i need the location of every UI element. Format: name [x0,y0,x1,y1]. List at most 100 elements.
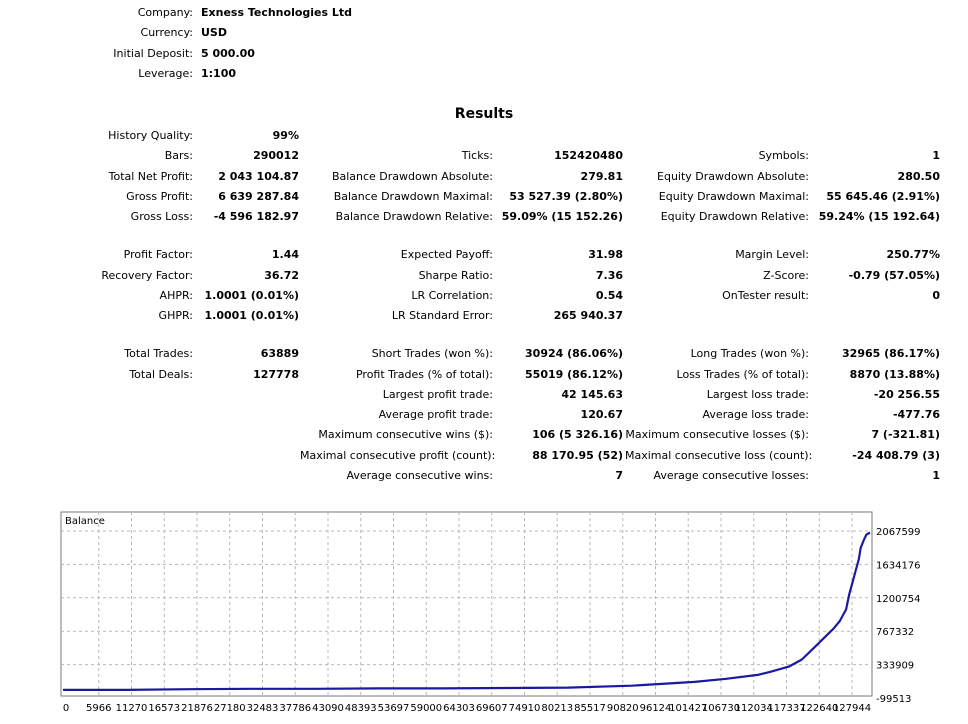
stat-value: 42 145.63 [561,388,623,401]
stat-label: Balance Drawdown Relative: [335,210,493,223]
header-label: Leverage: [138,67,193,80]
stat-value: 36.72 [264,269,299,282]
stat-label: Maximal consecutive profit (count): [300,449,496,462]
y-tick-label: 333909 [876,661,914,672]
stat-value: 0.54 [595,289,623,302]
stat-label: Balance Drawdown Absolute: [331,170,493,183]
stat-label: Expected Payoff: [400,248,493,261]
header-label: Currency: [140,26,193,39]
stat-value: 1.0001 (0.01%) [204,309,300,322]
x-tick-label: 80213 [541,703,573,714]
stat-label: Maximal consecutive loss (count): [625,449,813,462]
x-tick-label: 90820 [607,703,639,714]
header-label: Initial Deposit: [113,47,193,60]
stat-label: Maximum consecutive wins ($): [318,428,493,441]
stat-value: 7 (-321.81) [871,428,940,441]
stat-label: Sharpe Ratio: [418,269,493,282]
x-tick-label: 5966 [86,703,111,714]
stat-value: 250.77% [886,248,940,261]
header-row: Company: Exness Technologies Ltd [0,5,600,21]
x-tick-label: 64303 [443,703,475,714]
stat-label: Total Net Profit: [108,170,193,183]
x-tick-label: 48393 [345,703,377,714]
stat-value: 152420480 [554,149,623,162]
stat-label: OnTester result: [722,289,809,302]
x-tick-label: 96124 [640,703,672,714]
x-tick-label: 43090 [312,703,344,714]
y-tick-label: 767332 [876,627,914,638]
stat-label: Profit Factor: [123,248,193,261]
header-value: 1:100 [201,67,237,80]
stat-value: 265 940.37 [553,309,623,322]
y-tick-label: 2067599 [876,527,921,538]
x-tick-label: 59000 [410,703,442,714]
stat-label: Maximum consecutive losses ($): [625,428,809,441]
stat-value: 6 639 287.84 [218,190,299,203]
stat-value: 59.09% (15 152.26) [501,210,623,223]
x-tick-label: 27180 [214,703,246,714]
stat-value: 63889 [260,347,299,360]
results-title: Results [454,106,514,122]
header-row: Currency: USD [0,25,600,41]
stat-label: LR Correlation: [411,289,493,302]
header-row: Leverage: 1:100 [0,66,600,82]
stat-value: 120.67 [580,408,623,421]
stat-label: Gross Loss: [130,210,193,223]
stat-label: Profit Trades (% of total): [355,368,493,381]
header-value: USD [201,26,227,39]
stat-value: -4 596 182.97 [213,210,299,223]
stat-value: 1.44 [271,248,299,261]
stat-value: 8870 (13.88%) [849,368,940,381]
x-tick-label: 74910 [509,703,541,714]
x-tick-label: 21876 [181,703,213,714]
stat-value: 1 [932,469,940,482]
x-tick-label: 16573 [148,703,180,714]
x-tick-label: 122640 [800,703,838,714]
stat-value: 280.50 [897,170,940,183]
x-tick-label: 85517 [574,703,606,714]
stat-label: Average consecutive losses: [653,469,809,482]
stat-label: Loss Trades (% of total): [676,368,809,381]
stat-label: Equity Drawdown Relative: [660,210,809,223]
x-tick-label: 32483 [247,703,279,714]
stat-label: Equity Drawdown Maximal: [658,190,809,203]
x-tick-label: 117337 [767,703,805,714]
stat-value: 31.98 [588,248,623,261]
stat-value: 279.81 [580,170,623,183]
header-value: Exness Technologies Ltd [201,6,353,19]
stat-value: 7.36 [595,269,623,282]
stat-label: Total Trades: [124,347,193,360]
stat-label: Z-Score: [763,269,809,282]
stat-value: -24 408.79 (3) [852,449,940,462]
stat-value: 32965 (86.17%) [842,347,940,360]
x-tick-label: 101427 [669,703,707,714]
stat-label: AHPR: [159,289,193,302]
y-tick-label: -99513 [876,694,911,705]
balance-line [63,531,871,691]
stat-label: Average loss trade: [702,408,809,421]
y-tick-label: 1200754 [876,594,921,605]
chart-title: Balance [65,516,105,527]
stat-label: Largest loss trade: [706,388,809,401]
plot-area [60,511,873,697]
y-tick-label: 1634176 [876,560,921,571]
stat-value: 1 [932,149,940,162]
balance-chart: 2067599 1634176 1200754 767332 333909 -99513 0… [60,511,921,714]
stat-label: Short Trades (won %): [371,347,493,360]
stat-value: -477.76 [892,408,940,421]
stat-value: 30924 (86.06%) [525,347,623,360]
stat-value: 59.24% (15 192.64) [818,210,940,223]
x-tick-label: 0 [63,703,69,714]
stat-label: Total Deals: [129,368,193,381]
stat-label: History Quality: [108,129,193,142]
stat-value: 290012 [253,149,299,162]
stat-value: 7 [615,469,623,482]
stat-label: GHPR: [158,309,193,322]
header-label: Company: [137,6,193,19]
stat-value: 53 527.39 (2.80%) [509,190,623,203]
stat-value: 1.0001 (0.01%) [204,289,300,302]
stat-value: 0 [932,289,940,302]
stat-value: 88 170.95 (52) [532,449,623,462]
stat-label: Equity Drawdown Absolute: [657,170,809,183]
x-tick-label: 69607 [476,703,508,714]
